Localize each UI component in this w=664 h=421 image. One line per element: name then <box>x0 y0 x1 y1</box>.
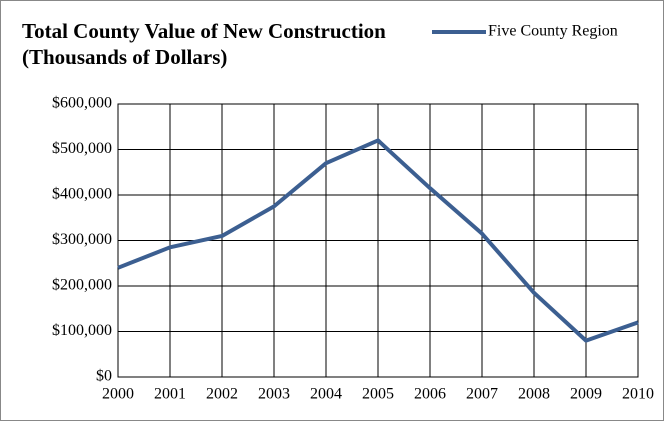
x-tick-label: 2006 <box>414 386 446 403</box>
y-tick-label: $0 <box>96 368 112 385</box>
x-tick-label: 2002 <box>206 386 238 403</box>
data-line <box>117 138 639 343</box>
y-tick-label: $600,000 <box>52 95 112 112</box>
y-tick-label: $300,000 <box>52 231 112 248</box>
x-tick-label: 2010 <box>622 386 654 403</box>
x-tick-label: 2001 <box>154 386 186 403</box>
x-tick-label: 2005 <box>362 386 394 403</box>
x-tick-label: 2003 <box>258 386 290 403</box>
y-tick-label: $100,000 <box>52 322 112 339</box>
y-tick-label: $500,000 <box>52 140 112 157</box>
x-tick-label: 2008 <box>518 386 550 403</box>
y-tick-label: $400,000 <box>52 186 112 203</box>
x-tick-label: 2004 <box>310 386 342 403</box>
legend-label: Five County Region <box>488 23 618 40</box>
x-tick-label: 2009 <box>570 386 602 403</box>
x-tick-label: 2000 <box>102 386 134 403</box>
y-tick-label: $200,000 <box>52 277 112 294</box>
x-tick-label: 2007 <box>466 386 498 403</box>
chart-title: Total County Value of New Construction (… <box>22 19 386 69</box>
